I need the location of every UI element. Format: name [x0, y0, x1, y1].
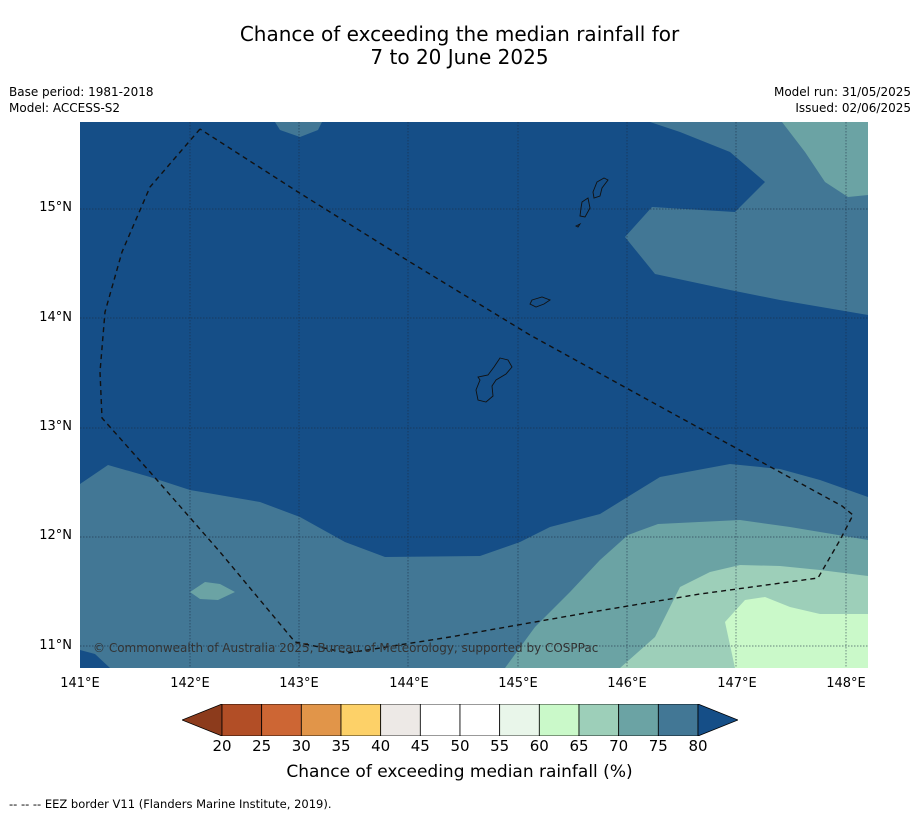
cb-tick-75: 75	[648, 737, 668, 755]
model-run: Model run: 31/05/2025	[773, 85, 911, 99]
meta-left: Base period: 1981-2018 Model: ACCESS-S2	[9, 84, 154, 116]
colorbar-segment	[380, 704, 421, 736]
island-tinian	[579, 197, 591, 218]
colorbar-segment	[419, 704, 461, 736]
cb-tick-45: 45	[410, 737, 430, 755]
lat-label-15n: 15°N	[39, 200, 72, 215]
colorbar-segment	[657, 704, 699, 736]
lat-label-13n: 13°N	[39, 419, 72, 434]
cb-tick-40: 40	[371, 737, 391, 755]
region-70-75-northeast	[782, 122, 868, 197]
meta-right: Model run: 31/05/2025 Issued: 02/06/2025	[774, 84, 911, 116]
region-70-75-blob	[190, 582, 235, 600]
island-saipan	[592, 177, 609, 199]
cb-tick-30: 30	[291, 737, 311, 755]
region-75-80-northeast	[625, 122, 868, 315]
map-title-line1: Chance of exceeding the median rainfall …	[239, 22, 680, 46]
colorbar-segment	[538, 704, 580, 736]
cb-tick-80: 80	[688, 737, 708, 755]
colorbar-extend-high	[697, 704, 738, 736]
region-60-65-southeast	[725, 597, 868, 668]
region-75-80-top	[275, 122, 322, 137]
model-name: Model: ACCESS-S2	[9, 101, 121, 115]
colorbar	[182, 704, 738, 736]
lon-label-142e: 142°E	[170, 676, 210, 691]
region-80plus-southwest	[80, 650, 110, 668]
colorbar-extend-low	[182, 704, 223, 736]
lat-label-14n: 14°N	[39, 310, 72, 325]
colorbar-segment	[221, 704, 263, 736]
eez-border	[99, 128, 854, 654]
lat-label-12n: 12°N	[39, 528, 72, 543]
eez-legend: -- -- -- EEZ border V11 (Flanders Marine…	[9, 797, 332, 811]
lon-label-148e: 148°E	[826, 676, 866, 691]
graticule	[80, 122, 868, 668]
colorbar-segment	[618, 704, 659, 736]
colorbar-segment	[499, 704, 540, 736]
island-guam	[475, 357, 513, 403]
cb-tick-50: 50	[450, 737, 470, 755]
cb-tick-60: 60	[529, 737, 549, 755]
cb-tick-20: 20	[212, 737, 232, 755]
colorbar-label: Chance of exceeding median rainfall (%)	[286, 762, 633, 782]
lon-label-143e: 143°E	[279, 676, 319, 691]
colorbar-segment	[300, 704, 342, 736]
copyright-notice: © Commonwealth of Australia 2025, Bureau…	[93, 641, 599, 655]
cb-tick-35: 35	[331, 737, 351, 755]
lon-label-144e: 144°E	[389, 676, 429, 691]
colorbar-segment	[261, 704, 302, 736]
map-title-line2: 7 to 20 June 2025	[370, 45, 549, 69]
lon-label-147e: 147°E	[717, 676, 757, 691]
cb-tick-70: 70	[609, 737, 629, 755]
colorbar-segment	[340, 704, 382, 736]
islands	[475, 177, 609, 403]
issued-date: Issued: 02/06/2025	[795, 101, 911, 115]
lon-label-145e: 145°E	[498, 676, 538, 691]
cb-tick-65: 65	[569, 737, 589, 755]
lon-label-146e: 146°E	[607, 676, 647, 691]
lon-label-141e: 141°E	[60, 676, 100, 691]
forecast-map	[80, 122, 868, 668]
cb-tick-55: 55	[490, 737, 510, 755]
lat-label-11n: 11°N	[39, 638, 72, 653]
colorbar-segment	[459, 704, 501, 736]
base-period: Base period: 1981-2018	[9, 85, 154, 99]
island-rota	[529, 296, 551, 308]
colorbar-segment	[578, 704, 620, 736]
island-aguijan	[574, 222, 582, 228]
cb-tick-25: 25	[252, 737, 272, 755]
